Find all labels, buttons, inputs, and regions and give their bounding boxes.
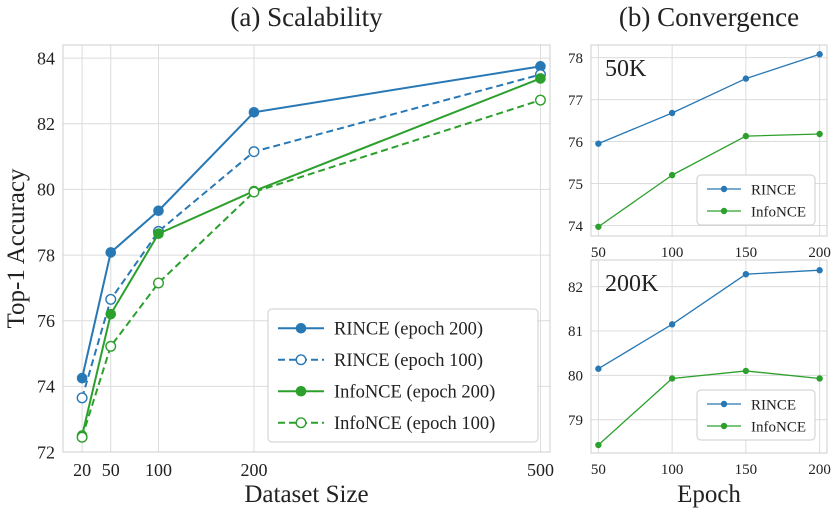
legend: RINCE InfoNCE [696,174,816,226]
data-point [248,106,260,118]
data-point [816,51,823,58]
y-tick-label: 81 [568,324,583,340]
data-point [76,392,88,404]
legend-box [267,308,539,443]
y-tick-label: 74 [568,219,584,235]
data-point [668,375,676,382]
data-point [668,321,676,328]
legend-marker [720,185,728,193]
data-point [742,367,750,375]
x-axis-label: Dataset Size [244,481,368,508]
x-tick-label: 150 [735,245,758,261]
y-tick-label: 82 [568,280,583,296]
data-point [248,146,260,158]
legend-marker [295,385,307,397]
y-tick-label: 78 [568,51,583,67]
data-point [105,340,117,352]
legend-label: RINCE [751,397,796,413]
legend-label: InfoNCE (epoch 200) [334,383,495,403]
data-point [105,308,117,320]
plot-frame [590,259,828,454]
y-tick-label: 84 [37,48,55,68]
y-axis-label: Top-1 Accuracy [3,168,30,328]
data-point [595,223,602,230]
y-tick-label: 80 [568,369,583,385]
data-point [742,75,750,82]
x-tick-label: 50 [102,460,120,480]
data-point [152,277,164,289]
panel-annotation: 200K [605,271,659,297]
legend-marker [295,354,307,366]
series-line-2 [81,73,541,399]
data-point [534,94,546,106]
y-tick-label: 72 [37,442,55,462]
legend: RINCE InfoNCE [696,389,816,441]
x-tick-label: 150 [735,462,758,478]
legend-marker [720,422,728,430]
series-line-2 [598,133,820,228]
legend-marker [295,322,307,334]
data-point [105,293,117,305]
series-line-2 [597,370,820,446]
legend-marker [720,400,728,408]
data-point [742,132,750,140]
x-tick-label: 100 [145,460,172,480]
y-tick-label: 82 [37,114,55,134]
x-tick-label: 50 [591,245,606,261]
data-point [595,441,602,449]
data-point [153,228,164,240]
series-line-1 [598,269,820,370]
data-point [816,267,823,274]
series-line-1 [598,53,820,145]
x-tick-label: 200 [808,462,831,478]
y-tick-label: 79 [568,413,583,429]
data-point [535,73,546,84]
legend-label: RINCE (epoch 100) [334,351,483,371]
legend-label: RINCE (epoch 200) [334,320,483,340]
data-point [668,171,676,179]
legend-label: InfoNCE [751,419,806,435]
plot-frame [590,44,828,237]
y-tick-label: 76 [568,135,584,151]
y-tick-label: 75 [568,177,583,193]
x-axis-label: Epoch [677,481,741,508]
y-tick-label: 74 [37,377,55,397]
x-tick-label: 500 [527,460,554,480]
data-point [816,130,823,138]
data-point [105,247,117,258]
x-tick-label: 100 [661,245,684,261]
legend-marker [720,207,728,215]
legend-label: InfoNCE [751,204,806,220]
plot-frame [62,44,551,453]
x-tick-label: 200 [808,245,831,261]
chart-panel-1: 20 50 100 200 500 72 74 76 78 80 82 84 (a) Scalabili… [3,2,554,508]
data-point [742,270,750,278]
data-point [153,205,164,217]
data-point [595,365,602,372]
data-point [76,431,88,443]
x-tick-label: 20 [73,460,91,480]
chart-title: (a) Scalability [230,2,383,32]
data-point [248,186,260,198]
x-tick-label: 50 [591,462,606,478]
y-tick-label: 76 [37,311,55,331]
data-point [76,372,88,384]
x-tick-label: 200 [240,460,267,480]
legend-marker [295,417,307,429]
y-tick-label: 80 [37,180,55,200]
panel-annotation: 50K [605,56,647,82]
y-tick-label: 78 [37,245,55,265]
legend: RINCE (epoch 200) RINCE (epoch 100) InfoNC… [267,308,539,443]
chart-title: (b) Convergence [619,2,799,32]
chart-panel-2: 50 100 150 200 74 75 76 77 78 (b) Convergence 50K R… [568,2,831,261]
y-tick-label: 77 [568,93,584,109]
data-point [595,140,602,147]
x-tick-label: 100 [661,462,684,478]
data-point [816,375,823,382]
legend-label: RINCE [751,182,796,198]
chart-panel-3: 50 100 150 200 79 80 81 82 Epoch 200K RINCE InfoNCE [568,259,831,508]
legend-label: InfoNCE (epoch 100) [334,414,495,434]
data-point [668,109,676,117]
